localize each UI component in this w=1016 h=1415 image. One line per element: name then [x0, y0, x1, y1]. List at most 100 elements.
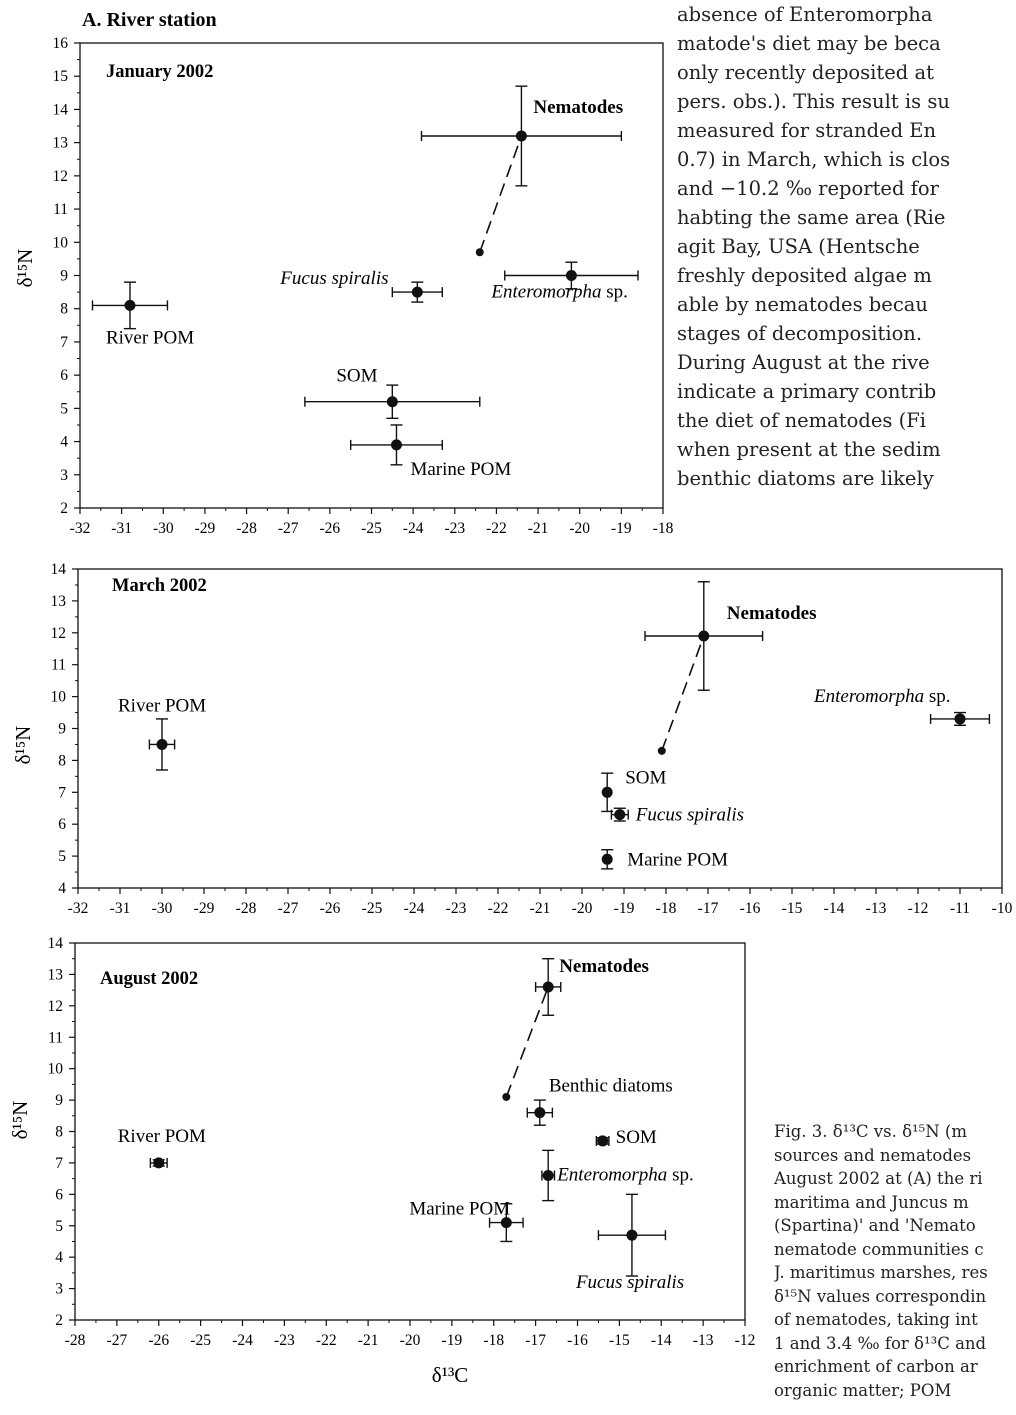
caption-line: maritima and Juncus m: [774, 1192, 969, 1212]
body-text-line: agit Bay, USA (Hentsche: [677, 235, 920, 258]
point-label: Enteromorpha sp.: [490, 282, 628, 303]
point-label: River POM: [106, 327, 194, 348]
caption-line: of nematodes, taking int: [774, 1310, 978, 1329]
x-tick-label: -30: [153, 520, 174, 537]
x-tick-label: -14: [824, 900, 845, 917]
y-tick-label: 10: [51, 689, 67, 706]
x-tick-label: -24: [404, 900, 425, 917]
x-tick-label: -17: [698, 900, 719, 917]
y-axis-label: δ¹⁵N: [8, 1101, 32, 1140]
x-tick-label: -15: [782, 900, 803, 917]
x-tick-label: -27: [107, 1332, 128, 1349]
y-tick-label: 11: [48, 1029, 63, 1046]
data-point: [542, 1169, 554, 1181]
data-point: [614, 809, 626, 821]
x-tick-label: -18: [656, 900, 677, 917]
y-tick-label: 5: [58, 848, 66, 865]
y-tick-label: 8: [60, 301, 68, 318]
x-tick-label: -17: [525, 1332, 546, 1349]
point-label: Nematodes: [533, 97, 623, 118]
x-tick-label: -30: [152, 900, 173, 917]
caption-line: 1 and 3.4 ‰ for δ¹³C and: [774, 1333, 987, 1353]
y-axis-label: δ¹⁵N: [13, 249, 37, 288]
x-tick-label: -19: [614, 900, 635, 917]
data-point: [124, 299, 136, 311]
point-label: SOM: [616, 1127, 657, 1148]
x-tick-label: -12: [735, 1332, 756, 1349]
y-tick-label: 13: [53, 135, 69, 152]
data-point: [601, 853, 613, 865]
data-point: [411, 286, 423, 298]
y-tick-label: 12: [53, 168, 69, 185]
nematode-correction-line: [505, 986, 549, 1098]
body-text-line: pers. obs.). This result is su: [677, 90, 950, 113]
x-tick-label: -27: [278, 900, 299, 917]
x-tick-label: -31: [110, 900, 131, 917]
y-tick-label: 6: [60, 367, 68, 384]
nematode-correction-line: [479, 135, 523, 253]
body-text-line: when present at the sedim: [677, 438, 941, 461]
y-tick-label: 7: [60, 334, 68, 351]
caption-line: August 2002 at (A) the ri: [774, 1169, 983, 1188]
x-tick-label: -22: [486, 520, 507, 537]
x-tick-label: -18: [483, 1332, 504, 1349]
y-tick-label: 8: [58, 752, 66, 769]
body-text-line: habting the same area (Rie: [677, 206, 946, 229]
x-tick-label: -23: [446, 900, 467, 917]
y-tick-label: 5: [55, 1218, 63, 1235]
plot-frame: [77, 568, 1003, 889]
caption-line: Fig. 3. δ¹³C vs. δ¹⁵N (m: [774, 1122, 968, 1141]
data-point: [565, 270, 577, 281]
x-tick-label: -24: [232, 1332, 253, 1349]
caption-line: (Spartina)' and 'Nemato: [774, 1216, 976, 1235]
x-tick-label: -31: [111, 520, 132, 537]
x-tick-label: -12: [908, 900, 929, 917]
x-tick-label: -19: [611, 520, 632, 537]
point-label: Nematodes: [559, 956, 649, 977]
y-tick-label: 14: [48, 935, 64, 952]
point-label: Fucus spiralis: [279, 268, 388, 289]
data-point: [390, 439, 402, 451]
point-label: Marine POM: [410, 459, 511, 480]
x-tick-label: -22: [316, 1332, 337, 1349]
x-tick-label: -25: [362, 900, 383, 917]
x-tick-label: -28: [236, 900, 257, 917]
x-tick-label: -13: [693, 1332, 714, 1349]
y-tick-label: 15: [53, 68, 69, 85]
data-point: [597, 1135, 609, 1147]
x-tick-label: -32: [70, 520, 91, 537]
y-tick-label: 2: [55, 1312, 63, 1329]
data-point: [626, 1229, 638, 1241]
body-text-column: absence of Enteromorpha matode's diet may…: [677, 0, 1016, 493]
y-tick-label: 14: [53, 101, 69, 118]
body-text-line: and −10.2 ‰ reported for: [677, 177, 939, 200]
chart-title: August 2002: [100, 969, 198, 989]
x-tick-label: -21: [530, 900, 551, 917]
y-tick-label: 9: [55, 1092, 63, 1109]
data-point: [534, 1107, 546, 1119]
y-tick-label: 12: [51, 625, 67, 642]
y-tick-label: 14: [51, 561, 67, 578]
body-text-line: stages of decomposition.: [677, 322, 923, 345]
x-tick-label: -22: [488, 900, 509, 917]
point-label: Enteromorpha sp.: [813, 686, 951, 707]
body-text-line: only recently deposited at: [677, 61, 934, 84]
caption-line: nematode communities c: [774, 1239, 984, 1259]
x-tick-label: -26: [320, 520, 341, 537]
caption-line: sources and nematodes: [774, 1145, 972, 1165]
y-tick-label: 11: [51, 657, 66, 674]
body-text-line: 0.7) in March, which is clos: [677, 148, 951, 171]
y-tick-label: 10: [53, 234, 69, 251]
x-axis-label: δ¹³C: [432, 1363, 469, 1387]
x-tick-label: -26: [320, 900, 341, 917]
point-label: SOM: [625, 767, 666, 788]
point-label: Enteromorpha sp.: [556, 1164, 694, 1185]
x-tick-label: -28: [236, 520, 257, 537]
data-point: [542, 981, 554, 993]
point-label: Fucus spiralis: [635, 805, 744, 826]
corrected-diet-point: [657, 746, 666, 755]
x-tick-label: -13: [866, 900, 887, 917]
y-tick-label: 4: [58, 880, 66, 897]
point-label: Marine POM: [627, 849, 728, 870]
